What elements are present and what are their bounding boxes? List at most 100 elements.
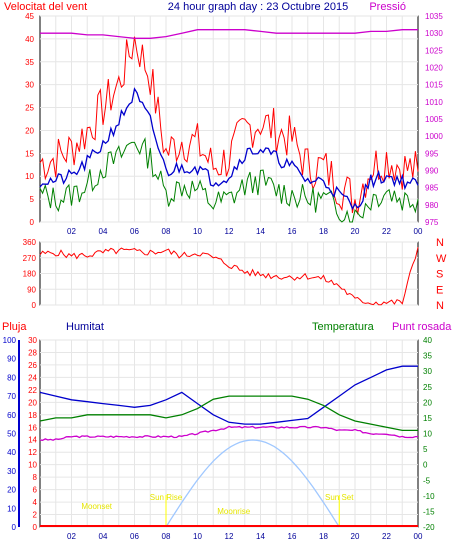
- humidity-tick-label: 0: [12, 523, 17, 532]
- x-tick-label-top: 10: [193, 227, 202, 236]
- wind-tick-label: 0: [30, 218, 35, 227]
- moonset-label: Moonset: [81, 502, 112, 511]
- x-tick-label-top: 22: [382, 227, 391, 236]
- x-tick-label-top: 18: [319, 227, 328, 236]
- temperature-tick-label: 10: [423, 430, 432, 439]
- humidity-tick-label: 50: [7, 430, 16, 439]
- direction-tick-label: 360: [23, 238, 37, 247]
- x-tick-label-top: 02: [67, 227, 76, 236]
- compass-label: E: [436, 284, 443, 296]
- humidity-tick-label: 90: [7, 355, 16, 364]
- wind-tick-label: 10: [25, 172, 34, 181]
- pressure-tick-label: 1005: [425, 115, 443, 124]
- rain-tick-label: 8: [33, 473, 38, 482]
- x-tick-label-bottom: 14: [256, 532, 265, 541]
- humidity-tick-label: 70: [7, 392, 16, 401]
- humidity-tick-label: 100: [3, 336, 17, 345]
- temperature-tick-label: 5: [423, 445, 428, 454]
- wind-tick-label: 15: [25, 149, 34, 158]
- x-tick-label-bottom: 22: [382, 532, 391, 541]
- humidity-tick-label: 30: [7, 467, 16, 476]
- x-tick-label-bottom: 18: [319, 532, 328, 541]
- x-tick-label-bottom: 02: [67, 532, 76, 541]
- x-tick-label-bottom: 12: [225, 532, 234, 541]
- wind-tick-label: 5: [30, 195, 35, 204]
- x-tick-label-bottom: 00: [414, 532, 423, 541]
- rain-tick-label: 10: [28, 461, 37, 470]
- humidity-tick-label: 60: [7, 411, 16, 420]
- temperature-tick-label: 25: [423, 383, 432, 392]
- humidity-tick-label: 20: [7, 486, 16, 495]
- temperature-tick-label: 20: [423, 398, 432, 407]
- rain-tick-label: 16: [28, 423, 37, 432]
- wind-min-line: [39, 136, 419, 223]
- temperature-tick-label: 30: [423, 367, 432, 376]
- x-tick-label-top: 00: [414, 227, 423, 236]
- x-tick-label-bottom: 10: [193, 532, 202, 541]
- wind-tick-label: 25: [25, 104, 34, 113]
- compass-label: S: [436, 269, 443, 281]
- temperature-tick-label: 40: [423, 336, 432, 345]
- pressure-tick-label: 1000: [425, 132, 443, 141]
- sunset-label: Sun Set: [325, 493, 354, 502]
- sun-arc: [165, 439, 340, 528]
- rain-tick-label: 14: [28, 436, 37, 445]
- dewpoint-label: Punt rosada: [392, 321, 452, 333]
- direction-tick-label: 0: [32, 301, 37, 310]
- rain-tick-label: 12: [28, 448, 37, 457]
- sunrise-label: Sun Rise: [150, 493, 183, 502]
- rain-tick-label: 26: [28, 361, 37, 370]
- x-tick-label-bottom: 06: [130, 532, 139, 541]
- pressure-tick-label: 990: [425, 167, 439, 176]
- pressure-label: Pressió: [369, 1, 406, 13]
- wind-direction-line: [39, 247, 419, 306]
- temperature-tick-label: -20: [423, 523, 435, 532]
- temperature-tick-label: 35: [423, 352, 432, 361]
- pressure-tick-label: 1020: [425, 64, 443, 73]
- pressure-tick-label: 1025: [425, 46, 443, 55]
- rain-tick-label: 6: [33, 486, 38, 495]
- pressure-tick-label: 975: [425, 218, 439, 227]
- humidity-tick-label: 10: [7, 504, 16, 513]
- rain-tick-label: 18: [28, 411, 37, 420]
- compass-label: W: [436, 253, 447, 265]
- x-tick-label-bottom: 04: [99, 532, 108, 541]
- pressure-tick-label: 980: [425, 201, 439, 210]
- wind-tick-label: 30: [25, 81, 34, 90]
- pressure-tick-label: 1010: [425, 98, 443, 107]
- pressure-tick-label: 1030: [425, 29, 443, 38]
- x-tick-label-top: 12: [225, 227, 234, 236]
- rain-tick-label: 4: [33, 498, 38, 507]
- temperature-tick-label: -5: [423, 476, 431, 485]
- humidity-line: [39, 365, 418, 425]
- humidity-tick-label: 80: [7, 373, 16, 382]
- rain-tick-label: 24: [28, 373, 37, 382]
- pressure-tick-label: 1035: [425, 12, 443, 21]
- x-tick-label-top: 16: [288, 227, 297, 236]
- x-tick-label-bottom: 08: [162, 532, 171, 541]
- x-tick-label-bottom: 20: [351, 532, 360, 541]
- wind-tick-label: 20: [25, 126, 34, 135]
- compass-label: N: [436, 300, 444, 312]
- temperature-label: Temperatura: [312, 321, 375, 333]
- pressure-tick-label: 1015: [425, 81, 443, 90]
- x-tick-label-top: 06: [130, 227, 139, 236]
- wind-avg-line: [39, 87, 419, 211]
- temperature-tick-label: -10: [423, 492, 435, 501]
- rain-label: Pluja: [2, 321, 27, 333]
- rain-tick-label: 0: [33, 523, 38, 532]
- wind-tick-label: 40: [25, 35, 34, 44]
- humidity-label: Humitat: [66, 321, 104, 333]
- rain-tick-label: 2: [33, 511, 38, 520]
- x-tick-label-top: 08: [162, 227, 171, 236]
- direction-tick-label: 90: [27, 285, 36, 294]
- x-tick-label-top: 20: [351, 227, 360, 236]
- x-tick-label-top: 04: [99, 227, 108, 236]
- rain-tick-label: 28: [28, 348, 37, 357]
- rain-tick-label: 22: [28, 386, 37, 395]
- wind-tick-label: 45: [25, 12, 34, 21]
- pressure-tick-label: 995: [425, 149, 439, 158]
- x-tick-label-top: 14: [256, 227, 265, 236]
- rain-tick-label: 20: [28, 398, 37, 407]
